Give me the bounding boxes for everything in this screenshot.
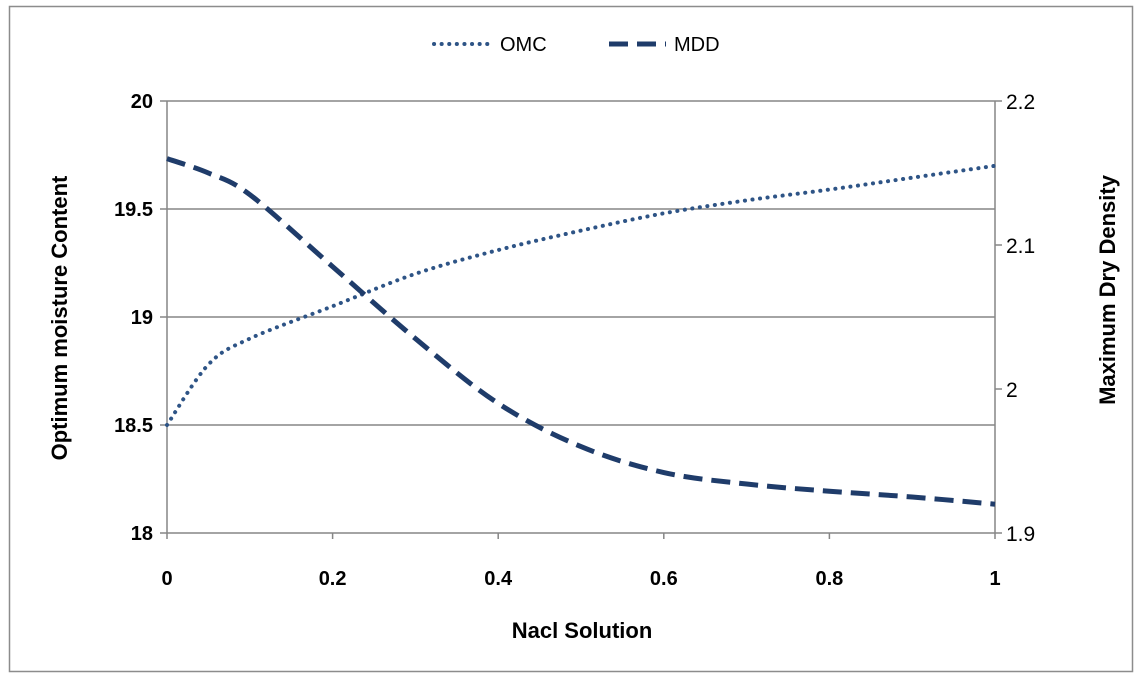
axes <box>160 100 1002 539</box>
x-tick-label: 1 <box>989 568 1000 590</box>
x-tick-label: 0.8 <box>815 568 843 590</box>
y-axis-title-left: Optimum moisture Content <box>47 175 72 460</box>
y-right-tick-label: 2.1 <box>1006 235 1035 258</box>
y-right-tick-label: 2.2 <box>1006 91 1035 114</box>
x-tick-label: 0 <box>161 568 172 590</box>
series-line-mdd <box>166 156 996 507</box>
y-right-tick-label: 1.9 <box>1006 523 1035 546</box>
y-right-tick-label: 2 <box>1006 379 1018 402</box>
y-left-tick-label: 18.5 <box>114 415 153 437</box>
x-tick-label: 0.6 <box>650 568 678 590</box>
x-axis-title: Nacl Solution <box>512 618 653 643</box>
y-left-tick-label: 19 <box>131 307 153 329</box>
legend: OMC MDD <box>432 34 720 56</box>
tick-labels: 18 18.5 19 19.5 20 1.9 2 2.1 2.2 0 0.2 0.4 0.6 0.8 1 <box>114 91 1035 590</box>
series-line-omc <box>165 163 997 427</box>
x-tick-label: 0.4 <box>484 568 513 590</box>
y-left-tick-label: 18 <box>131 523 153 545</box>
series-lines <box>165 156 997 507</box>
x-tick-label: 0.2 <box>319 568 347 590</box>
y-left-tick-label: 19.5 <box>114 199 153 221</box>
y-left-tick-label: 20 <box>131 91 153 113</box>
legend-label-mdd: MDD <box>674 34 720 56</box>
y-axis-title-right: Maximum Dry Density <box>1095 174 1120 405</box>
legend-label-omc: OMC <box>500 34 547 56</box>
chart-border <box>8 5 1134 673</box>
